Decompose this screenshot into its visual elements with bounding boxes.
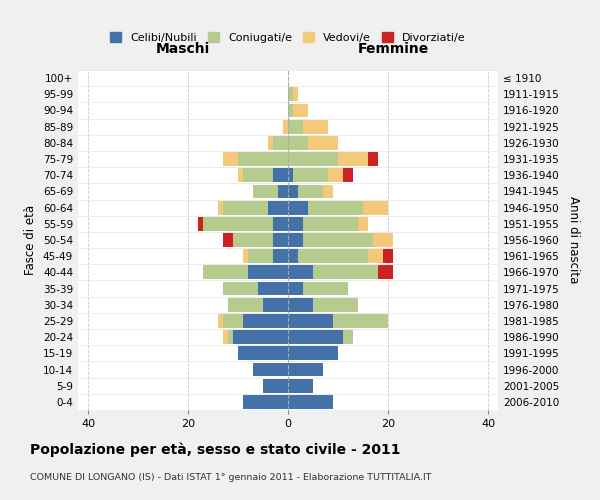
Bar <box>298 250 368 263</box>
Bar <box>368 152 378 166</box>
Bar <box>223 330 228 344</box>
Bar <box>323 184 333 198</box>
Bar <box>343 168 353 182</box>
Bar <box>293 88 298 101</box>
Bar <box>288 217 303 230</box>
Bar <box>333 314 388 328</box>
Bar <box>203 217 273 230</box>
Bar <box>383 250 393 263</box>
Bar <box>273 217 288 230</box>
Bar <box>338 152 368 166</box>
Bar <box>288 152 338 166</box>
Bar <box>243 395 288 409</box>
Bar <box>218 200 223 214</box>
Bar <box>223 233 233 247</box>
Bar <box>263 298 288 312</box>
Bar <box>293 168 328 182</box>
Bar <box>273 250 288 263</box>
Text: Maschi: Maschi <box>156 42 210 56</box>
Text: COMUNE DI LONGANO (IS) - Dati ISTAT 1° gennaio 2011 - Elaborazione TUTTITALIA.IT: COMUNE DI LONGANO (IS) - Dati ISTAT 1° g… <box>30 472 431 482</box>
Bar <box>288 298 313 312</box>
Bar <box>303 217 358 230</box>
Bar <box>288 233 303 247</box>
Bar <box>288 200 308 214</box>
Bar <box>288 120 303 134</box>
Bar <box>378 266 393 280</box>
Bar <box>218 314 223 328</box>
Bar <box>268 136 273 149</box>
Bar <box>293 104 308 118</box>
Bar <box>223 200 268 214</box>
Bar <box>328 168 343 182</box>
Text: Popolazione per età, sesso e stato civile - 2011: Popolazione per età, sesso e stato civil… <box>30 442 401 457</box>
Bar <box>343 330 353 344</box>
Bar <box>298 184 323 198</box>
Legend: Celibi/Nubili, Coniugati/e, Vedovi/e, Divorziati/e: Celibi/Nubili, Coniugati/e, Vedovi/e, Di… <box>106 28 470 48</box>
Bar <box>253 362 288 376</box>
Bar <box>233 330 288 344</box>
Bar <box>313 298 358 312</box>
Bar <box>273 233 288 247</box>
Bar <box>243 168 273 182</box>
Bar <box>258 282 288 296</box>
Bar <box>288 362 323 376</box>
Bar <box>228 330 233 344</box>
Bar <box>288 184 298 198</box>
Bar <box>303 233 373 247</box>
Bar <box>288 395 333 409</box>
Bar <box>288 346 338 360</box>
Bar <box>288 282 303 296</box>
Bar <box>288 266 313 280</box>
Bar <box>368 250 383 263</box>
Bar <box>278 184 288 198</box>
Bar <box>248 250 273 263</box>
Bar <box>358 217 368 230</box>
Bar <box>288 136 308 149</box>
Bar <box>283 120 288 134</box>
Bar <box>288 88 293 101</box>
Bar <box>253 184 278 198</box>
Bar <box>223 314 243 328</box>
Bar <box>288 168 293 182</box>
Bar <box>308 200 363 214</box>
Bar <box>243 314 288 328</box>
Bar <box>228 298 263 312</box>
Text: Femmine: Femmine <box>358 42 428 56</box>
Bar <box>243 250 248 263</box>
Y-axis label: Anni di nascita: Anni di nascita <box>568 196 580 284</box>
Bar <box>288 330 343 344</box>
Bar <box>288 250 298 263</box>
Bar <box>303 120 328 134</box>
Bar <box>238 168 243 182</box>
Bar <box>238 346 288 360</box>
Bar <box>288 379 313 392</box>
Bar <box>273 136 288 149</box>
Bar <box>203 266 248 280</box>
Bar <box>288 104 293 118</box>
Y-axis label: Fasce di età: Fasce di età <box>25 205 37 275</box>
Bar <box>198 217 203 230</box>
Bar <box>263 379 288 392</box>
Bar <box>268 200 288 214</box>
Bar <box>363 200 388 214</box>
Bar <box>248 266 288 280</box>
Bar <box>223 152 238 166</box>
Bar <box>308 136 338 149</box>
Bar <box>238 152 288 166</box>
Bar <box>273 168 288 182</box>
Bar <box>288 314 333 328</box>
Bar <box>303 282 348 296</box>
Bar <box>373 233 393 247</box>
Bar <box>313 266 378 280</box>
Bar <box>233 233 273 247</box>
Bar <box>223 282 258 296</box>
